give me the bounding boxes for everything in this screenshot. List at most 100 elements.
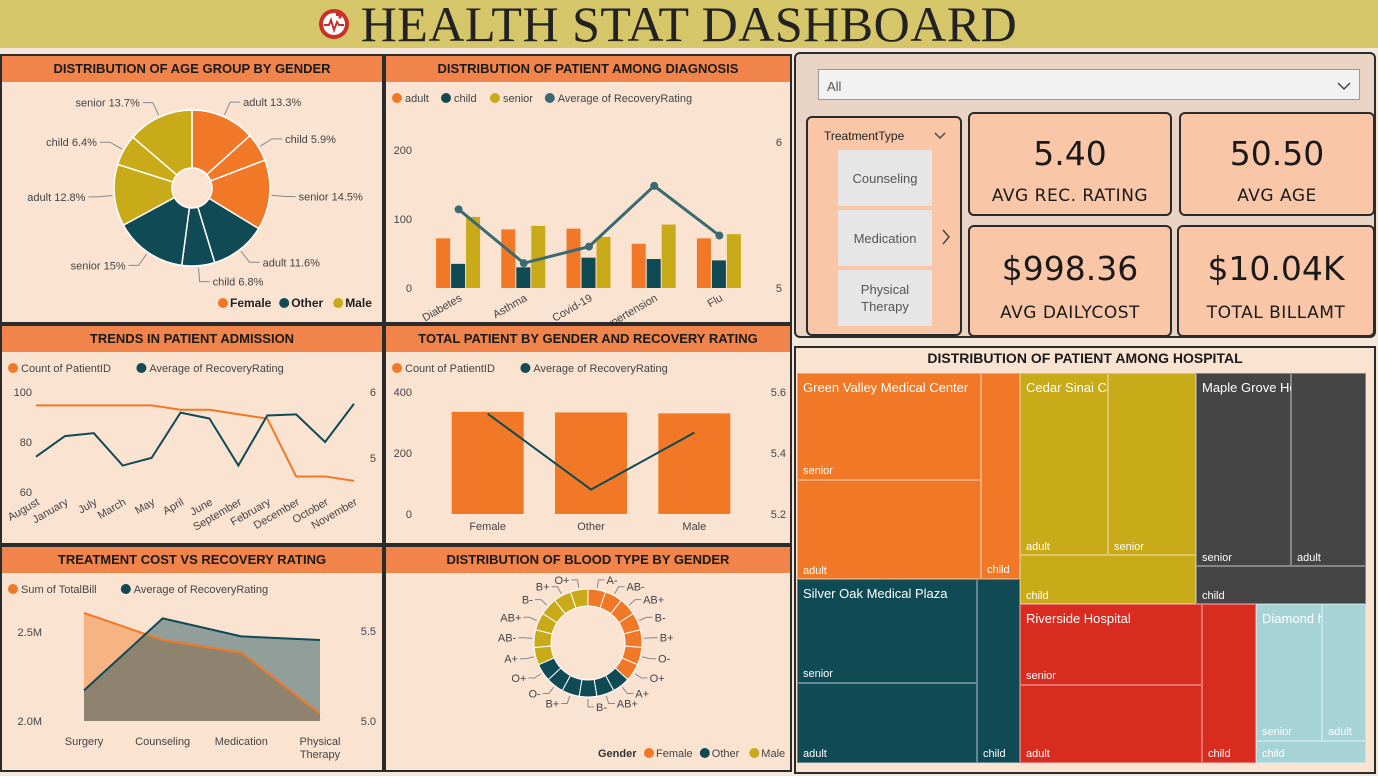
treemap-riverside-senior[interactable]: Riverside Hospital senior [1020, 604, 1202, 685]
recovery-line [35, 403, 355, 468]
kpi-label: AVG DAILYCOST [1000, 303, 1140, 323]
cost-panel: TREATMENT COST VS RECOVERY RATING Sum of… [0, 545, 384, 772]
gender-recovery-bar-chart[interactable]: Count of PatientID Average of RecoveryRat… [386, 352, 790, 543]
treemap-silver-oak-child[interactable]: child [977, 579, 1020, 763]
leader-line [571, 579, 580, 588]
legend-label: Other [291, 296, 323, 310]
x-tick-label: Flu [706, 292, 725, 310]
x-tick-label: Asthma [491, 292, 530, 321]
y2-tick-label: 5.0 [361, 716, 376, 728]
leader-line [198, 267, 210, 283]
pie-slice [131, 109, 193, 177]
slicer-option-counseling[interactable]: Counseling [838, 150, 932, 206]
treemap-maple-grove-senior[interactable]: Maple Grove Health Facility senior [1196, 373, 1362, 566]
treemap-cedar-sinai-adult[interactable]: Cedar Sinai Clinic adult [1020, 373, 1129, 555]
bar [466, 216, 481, 288]
age-label: child [983, 748, 1006, 760]
chevron-right-icon[interactable] [941, 228, 951, 246]
treemap-riverside-child[interactable]: child [1202, 604, 1256, 763]
treemap-cedar-sinai-child[interactable]: child [1020, 555, 1196, 604]
legend-marker [490, 93, 500, 103]
slicer-option-medication[interactable]: Medication [838, 210, 932, 266]
bar [555, 412, 627, 514]
treemap-green-valley-child[interactable]: child [981, 373, 1020, 579]
admission-panel: TRENDS IN PATIENT ADMISSION Count of Pat… [0, 324, 384, 545]
kpi-value: $998.36 [1001, 249, 1139, 288]
y2-tick-label: 5 [370, 453, 376, 465]
panel-title: DISTRIBUTION OF BLOOD TYPE BY GENDER [386, 547, 790, 573]
kpi-total-billamt: $10.04K TOTAL BILLAMT [1177, 225, 1375, 337]
treemap-riverside-adult[interactable]: adult [1020, 685, 1202, 763]
diagnosis-bar-chart[interactable]: adult child senior Average of RecoveryRatin… [386, 82, 790, 322]
x-tick-label: Male [682, 521, 706, 533]
leader-line [224, 101, 241, 116]
leader-line [587, 699, 594, 708]
legend-label: Average of RecoveryRating [533, 363, 667, 375]
line-point [585, 242, 593, 251]
age-label: adult [1026, 748, 1050, 760]
bar [726, 234, 741, 288]
admission-line-chart[interactable]: Count of PatientID Average of RecoveryRat… [2, 352, 382, 543]
donut-segment-label: B+ [660, 633, 674, 645]
panel-title: TOTAL PATIENT BY GENDER AND RECOVERY RAT… [386, 326, 790, 352]
leader-line [142, 102, 160, 116]
treemap-maple-grove-child[interactable]: child [1196, 566, 1366, 604]
leader-line [628, 599, 642, 606]
age-gender-pie-chart[interactable]: adult 13.3% child 5.9% senior 14.5% adult 1… [2, 82, 382, 322]
x-tick-label: Surgery [65, 736, 104, 748]
donut-segment-label: AB+ [617, 699, 638, 711]
treemap-diamond-child[interactable]: child [1256, 741, 1366, 763]
pie-slice-label: adult 11.6% [263, 257, 321, 269]
leader-line [596, 579, 605, 588]
x-tick-label: Counseling [135, 736, 190, 748]
age-label: senior [1202, 552, 1232, 564]
legend-label: Female [230, 296, 272, 310]
line-point [715, 231, 724, 240]
age-label: senior [1114, 541, 1144, 553]
y2-tick-label: 5 [776, 283, 782, 295]
pie-slice-label: child 6.4% [46, 137, 97, 149]
legend-label: Sum of TotalBill [21, 584, 97, 596]
y-tick-label: 100 [14, 387, 32, 399]
leader-line [622, 686, 634, 695]
leader-line [518, 637, 533, 639]
y2-tick-label: 5.2 [771, 509, 786, 521]
recovery-line [487, 412, 695, 491]
page-title: HEALTH STAT DASHBOARD [360, 0, 1018, 52]
blood-donut-chart[interactable]: A-AB-AB+B-B+O-O+A+AB+B-B+O-O+A+AB-AB+B-B… [386, 573, 790, 770]
filter-dropdown[interactable]: All [818, 69, 1360, 100]
bar [501, 229, 516, 288]
treemap-silver-oak-adult[interactable]: adult [797, 683, 977, 763]
y2-tick-label: 6 [370, 387, 376, 399]
leader-line [528, 673, 542, 679]
legend-marker [544, 93, 555, 103]
treemap-diamond-adult[interactable]: adult [1322, 604, 1366, 741]
age-label: child [1026, 590, 1049, 602]
bar [631, 243, 646, 288]
chevron-down-icon[interactable] [934, 132, 946, 140]
legend-title: Gender [598, 748, 637, 760]
age-label: adult [1026, 541, 1050, 553]
age-label: child [1202, 590, 1225, 602]
cost-area-chart[interactable]: Sum of TotalBill Average of RecoveryRatin… [2, 573, 382, 770]
x-tick-label: Hypertension [598, 292, 660, 322]
treemap-silver-oak-senior[interactable]: Silver Oak Medical Plaza senior [797, 579, 977, 683]
age-label: senior [1026, 670, 1056, 682]
treemap-maple-grove-adult[interactable]: adult [1291, 373, 1366, 566]
slicer-title: TreatmentType [824, 129, 905, 143]
treemap-green-valley-senior[interactable]: Green Valley Medical Center senior [797, 373, 981, 480]
pie-slice-label: child 5.9% [285, 134, 336, 146]
recovery-line [457, 183, 721, 265]
treemap-cedar-sinai-senior[interactable]: senior [1108, 373, 1196, 555]
treemap-green-valley-adult[interactable]: adult [797, 480, 981, 579]
leader-line [634, 673, 648, 679]
donut-segment-label: O+ [554, 575, 569, 587]
x-tick-label: April [161, 496, 186, 517]
treemap-diamond-senior[interactable]: Diamond hospi... senior [1256, 604, 1360, 741]
line-point [650, 181, 659, 190]
legend-marker [136, 363, 147, 373]
kpi-value: 5.40 [1033, 134, 1107, 173]
y2-tick-label: 5.6 [771, 387, 786, 399]
slicer-option-physical-therapy[interactable]: Physical Therapy [838, 270, 932, 326]
y-tick-label: 200 [394, 145, 412, 157]
